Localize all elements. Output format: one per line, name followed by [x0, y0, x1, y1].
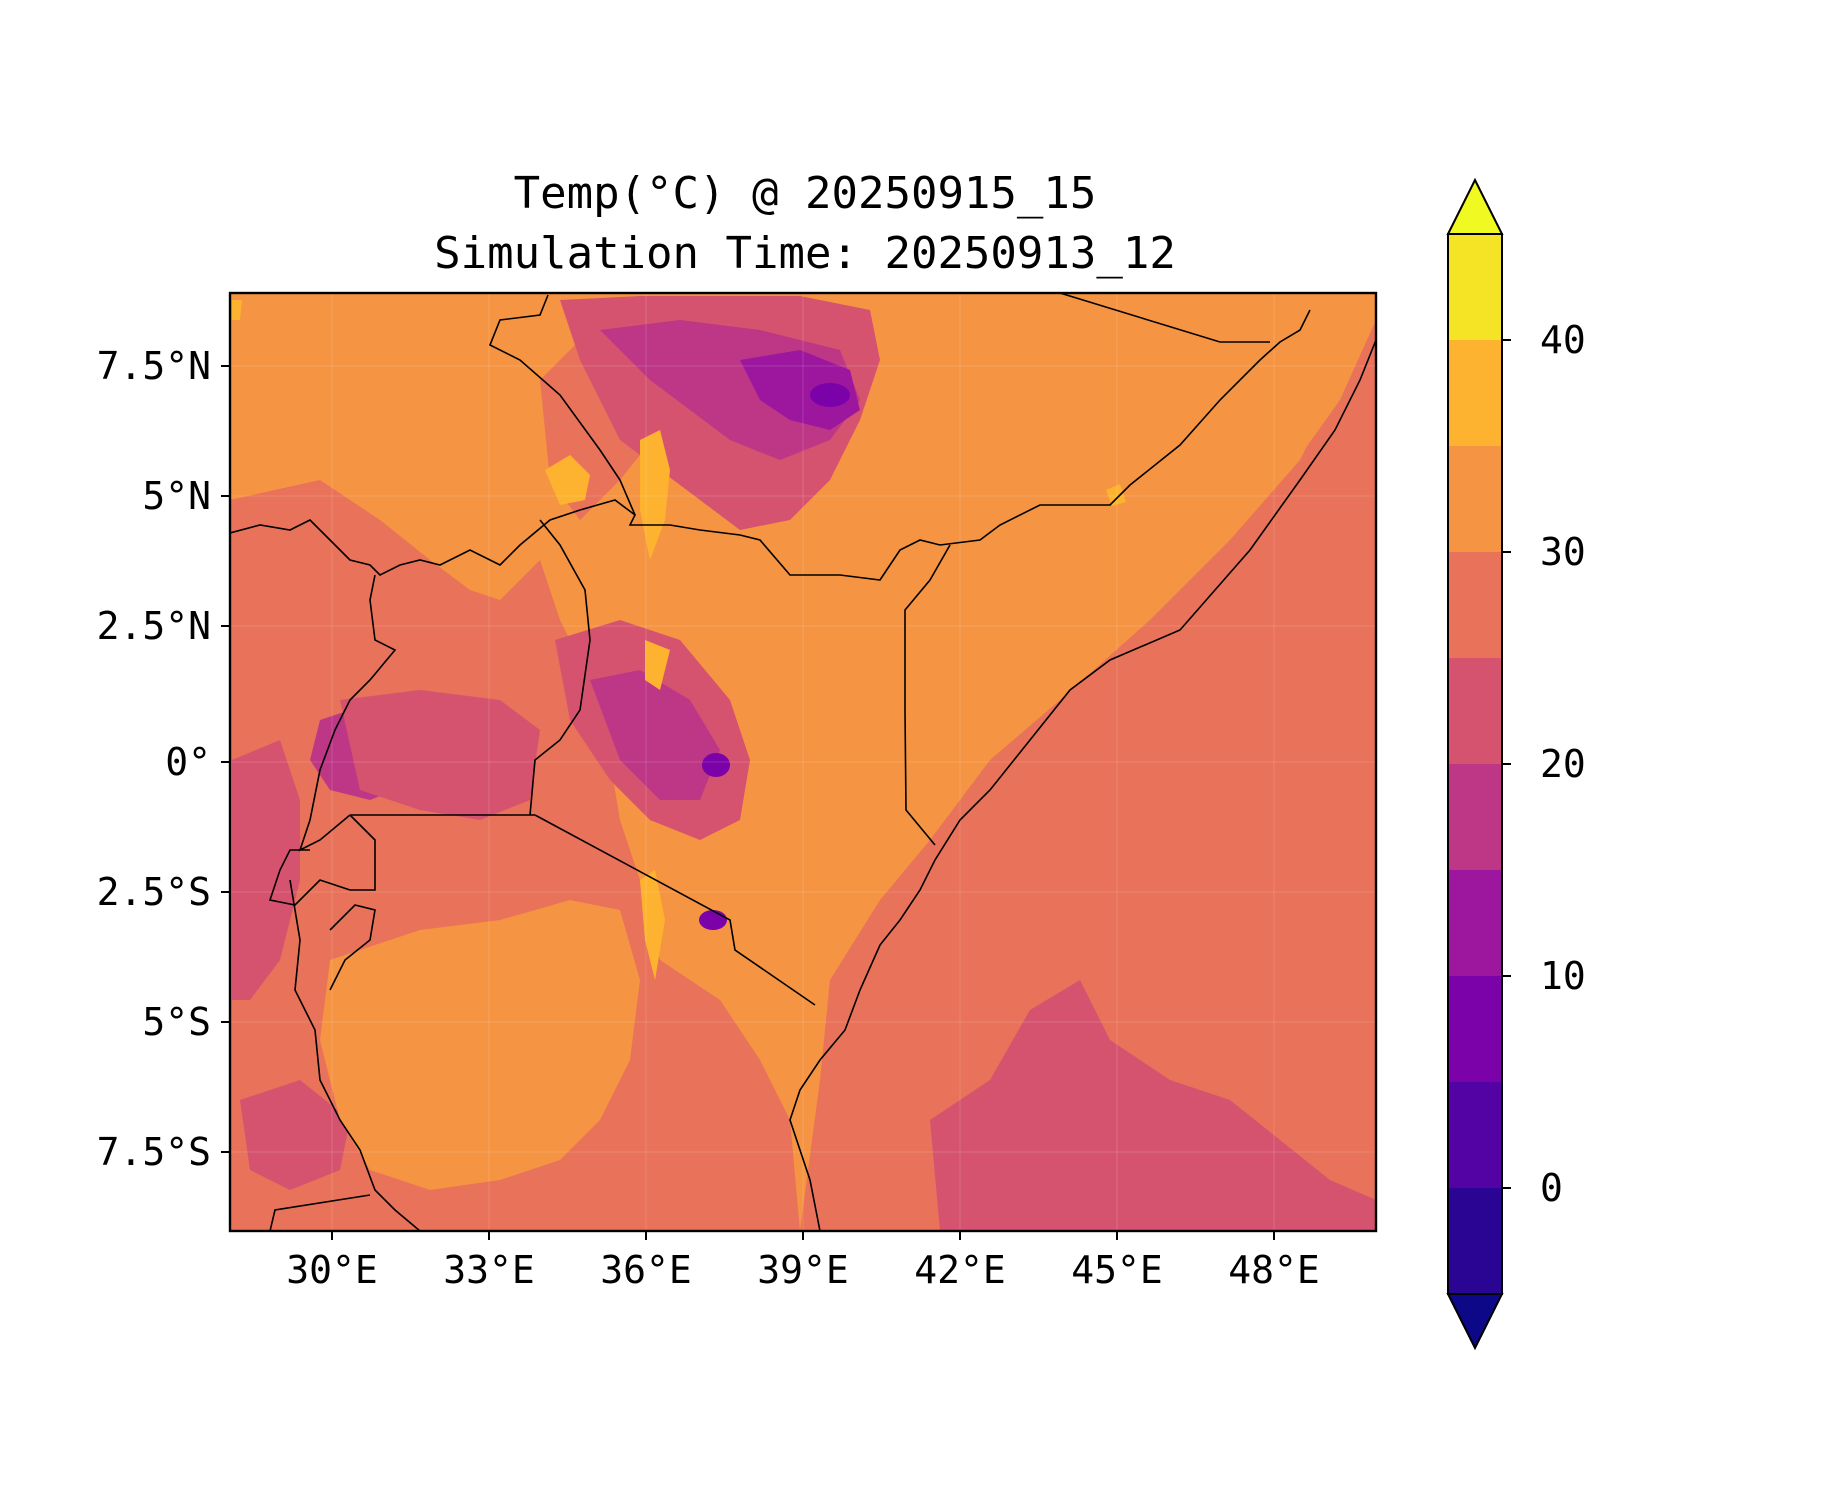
ocean-cooler-patch — [930, 980, 1376, 1231]
title-line-2: Simulation Time: 20250913_12 — [434, 228, 1176, 279]
y-tick-label: 7.5°S — [96, 1130, 211, 1174]
y-tick-label: 7.5°N — [96, 344, 211, 388]
y-tick-label: 5°N — [142, 474, 211, 518]
rwanda-burundi-border — [268, 814, 376, 906]
hot-spot-south-sudan — [545, 455, 590, 505]
kilimanjaro-cold-spot — [699, 910, 727, 930]
colorbar — [1446, 177, 1511, 1351]
lake-victoria-basin-20-25 — [340, 690, 540, 820]
x-tick-label: 39°E — [757, 1248, 849, 1292]
kenya-somalia-border — [904, 544, 951, 846]
highland-cold-spot — [810, 383, 850, 407]
colorbar-band-35-40 — [1448, 340, 1502, 446]
x-tick-label: 45°E — [1071, 1248, 1163, 1292]
sudan-ethiopia-border — [488, 294, 636, 516]
ethiopian-highlands-10-15 — [740, 350, 860, 430]
western-rift-20-25 — [232, 740, 300, 1000]
colorbar-tick-label: 20 — [1540, 742, 1586, 786]
colorbar-ticks — [1502, 339, 1511, 1189]
colorbar-band-30-35 — [1448, 446, 1502, 552]
x-tick-label: 48°E — [1228, 1248, 1320, 1292]
colorbar-band-0-5 — [1448, 1082, 1502, 1188]
x-tick-label: 36°E — [600, 1248, 692, 1292]
title-line-1: Temp(°C) @ 20250915_15 — [513, 168, 1097, 219]
uganda-kenya-border — [529, 519, 591, 816]
kenya-tanzania-border — [534, 814, 816, 1006]
colorbar-tick-label: 0 — [1540, 1166, 1563, 1210]
tanzania-interior-warm — [320, 900, 640, 1190]
colorbar-top-extend — [1446, 177, 1504, 235]
colorbar-tick-label: 30 — [1540, 530, 1586, 574]
hot-spot-rift — [645, 640, 670, 690]
hot-spot-rift-south — [640, 870, 665, 980]
hot-spot-northwest — [232, 300, 242, 320]
colorbar-band-10-15 — [1448, 870, 1502, 976]
colorbar-band-25-30 — [1448, 552, 1502, 658]
ethiopia-somalia-border — [1059, 293, 1270, 343]
grid-lines — [230, 293, 1376, 1231]
rwanda-small — [329, 904, 376, 991]
x-tick-label: 30°E — [286, 1248, 378, 1292]
southern-highlands-20-25 — [240, 1080, 350, 1190]
y-tick-label: 0° — [165, 740, 211, 784]
y-tick-label: 5°S — [142, 1000, 211, 1044]
mt-kenya-cold-spot — [702, 753, 730, 777]
colorbar-tick-label: 10 — [1540, 954, 1586, 998]
colorbar-bottom-extend — [1446, 1293, 1504, 1351]
hot-spot-east — [1106, 484, 1126, 506]
x-tick-label: 33°E — [443, 1248, 535, 1292]
axis-ticks — [221, 365, 1275, 1240]
drc-border — [298, 574, 397, 852]
colorbar-band-15-20 — [1448, 764, 1502, 870]
somali-interior-warm-band — [890, 293, 1376, 830]
kenya-highlands-15-20 — [590, 670, 720, 800]
colorbar-band-neg5-0 — [1448, 1188, 1502, 1294]
colorbar-tick-label: 40 — [1540, 318, 1586, 362]
x-tick-label: 42°E — [914, 1248, 1006, 1292]
y-tick-label: 2.5°N — [96, 604, 211, 648]
y-tick-label: 2.5°S — [96, 870, 211, 914]
colorbar-band-20-25 — [1448, 658, 1502, 764]
lake-tanganyika-border — [289, 879, 421, 1231]
map-area — [230, 293, 1376, 1231]
coastline — [789, 339, 1376, 1231]
hot-spot-turkana — [640, 430, 670, 560]
tanzania-malawi-border — [269, 1194, 371, 1231]
ocean-cooler-region — [800, 293, 1376, 1231]
colorbar-band-40-45 — [1448, 234, 1502, 340]
country-borders — [230, 293, 1376, 1231]
colorbar-band-5-10 — [1448, 976, 1502, 1082]
south-sudan-uganda-border — [230, 309, 1311, 581]
